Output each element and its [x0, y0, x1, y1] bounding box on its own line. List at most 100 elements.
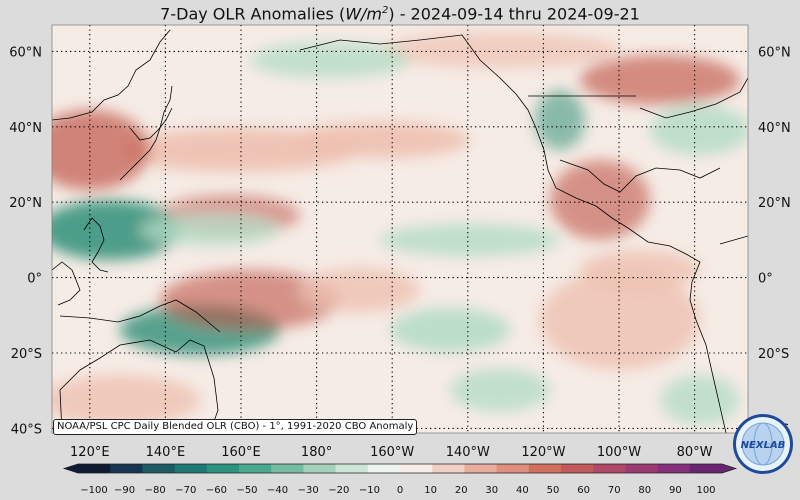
colorbar-segment	[174, 464, 208, 473]
colorbar-tick-label: 60	[577, 485, 590, 496]
colorbar-tick-label: 10	[424, 485, 437, 496]
colorbar-segment	[657, 464, 691, 473]
latitude-label-right: 20°S	[758, 347, 789, 362]
title-prefix: 7-Day OLR Anomalies (	[160, 4, 346, 24]
title-unit-base: W/m	[345, 4, 382, 24]
longitude-label: 80°W	[677, 445, 713, 460]
latitude-label-left: 40°S	[11, 422, 42, 437]
longitude-label: 160°W	[370, 445, 414, 460]
latitude-label-right: 0°	[758, 272, 773, 287]
latitude-label-left: 60°N	[9, 45, 42, 60]
colorbar-segment	[625, 464, 659, 473]
colorbar-segment	[271, 464, 304, 473]
anomaly-blob	[390, 308, 510, 352]
longitude-label: 120°E	[70, 445, 110, 460]
colorbar-segment	[367, 464, 401, 473]
coast-north-america	[299, 34, 687, 255]
coast-philippines	[83, 217, 109, 273]
coast-north-atlantic	[639, 77, 748, 119]
colorbar-segment	[561, 464, 594, 473]
anomaly-blob	[290, 122, 470, 158]
longitude-label: 140°E	[146, 445, 186, 460]
colorbar: −100 −90 −80 −70 −60 −50 −40 −30 −20 −10 0 10 20 30 40…	[62, 463, 738, 496]
colorbar-segment	[110, 464, 143, 473]
nexlab-logo: NEXLAB	[731, 412, 795, 476]
anomaly-blob	[380, 32, 620, 68]
longitude-label: 180°	[301, 445, 332, 460]
anomaly-blob	[160, 270, 340, 330]
latitude-label-left: 40°N	[9, 121, 42, 136]
colorbar-segment	[432, 464, 465, 473]
anomaly-blob	[250, 42, 410, 78]
anomaly-blob	[140, 214, 280, 246]
colorbar-segment	[528, 464, 562, 473]
colorbar-segment	[303, 464, 337, 473]
colorbar-min-arrow	[64, 464, 78, 473]
anomaly-blob	[550, 160, 650, 240]
latitude-label-right: 20°N	[758, 196, 791, 211]
latitude-label-left: 20°S	[11, 347, 42, 362]
colorbar-tick-label: −80	[145, 485, 166, 496]
colorbar-outline	[62, 463, 738, 474]
longitude-label: 120°W	[521, 445, 565, 460]
colorbar-tick-label: 100	[696, 485, 715, 496]
anomaly-blob	[540, 270, 700, 370]
colorbar-segment	[464, 464, 498, 473]
coastlines	[52, 29, 748, 433]
colorbar-tick-label: −30	[298, 485, 319, 496]
coast-borneo-indonesia	[52, 261, 221, 333]
coast-mexico-gulf	[559, 159, 721, 193]
longitude-labels: 120°E 140°E 160°E 180° 160°W 140°W 120°W 100°W 8…	[70, 445, 713, 460]
anomaly-blob	[450, 368, 550, 412]
anomaly-blob	[660, 375, 740, 425]
map-panel	[52, 25, 748, 433]
colorbar-tick-label: −90	[114, 485, 135, 496]
map-title: 7-Day OLR Anomalies (W/m2) - 2024-09-14 …	[0, 0, 800, 24]
anomaly-shading	[52, 32, 748, 425]
logo-text: NEXLAB	[741, 440, 786, 451]
colorbar-segment	[142, 464, 176, 473]
anomaly-blob	[300, 268, 420, 312]
colorbar-tick-label: −10	[359, 485, 380, 496]
latitude-label-left: 20°N	[9, 196, 42, 211]
colorbar-segment	[689, 464, 723, 473]
colorbar-segment	[400, 464, 433, 473]
coast-south-america	[685, 235, 748, 433]
colorbar-segment	[335, 464, 369, 473]
anomaly-blob	[52, 375, 200, 425]
longitude-label: 100°W	[597, 445, 641, 460]
colorbar-tick-label: 40	[516, 485, 529, 496]
colorbar-tick-label: −50	[236, 485, 257, 496]
title-suffix: ) - 2024-09-14 thru 2024-09-21	[388, 4, 640, 24]
title-unit-exponent: 2	[381, 5, 389, 16]
colorbar-tick-label: 90	[669, 485, 682, 496]
colorbar-max-arrow	[722, 464, 736, 473]
colorbar-tick-label: 30	[485, 485, 498, 496]
anomaly-blob	[52, 200, 180, 260]
colorbar-tick-label: 80	[638, 485, 651, 496]
anomaly-blob	[650, 105, 748, 155]
anomaly-blob	[580, 250, 700, 290]
colorbar-segment	[593, 464, 626, 473]
colorbar-segment	[496, 464, 530, 473]
latitude-label-left: 0°	[27, 272, 42, 287]
latitude-label-right: 60°N	[758, 45, 791, 60]
colorbar-tick-label: 0	[397, 485, 403, 496]
coast-japan	[119, 85, 173, 181]
colorbar-segment	[239, 464, 272, 473]
longitude-label: 160°E	[221, 445, 261, 460]
colorbar-tick-label: 50	[547, 485, 560, 496]
coast-asia	[52, 29, 173, 141]
colorbar-segment	[78, 464, 111, 473]
latitude-labels: 60°N 60°N 40°N 40°N 20°N 20°N 0° 0° 20°S 20°S 40°S…	[9, 45, 791, 437]
colorbar-tick-label: −20	[328, 485, 349, 496]
graticule	[52, 25, 748, 433]
colorbar-tick-label: 70	[608, 485, 621, 496]
colorbar-tick-label: −60	[206, 485, 227, 496]
latitude-label-right: 40°N	[758, 121, 791, 136]
anomaly-blob	[52, 110, 150, 190]
anomaly-blob	[380, 224, 560, 256]
colorbar-tick-label: −70	[175, 485, 196, 496]
anomaly-blob	[535, 90, 585, 150]
